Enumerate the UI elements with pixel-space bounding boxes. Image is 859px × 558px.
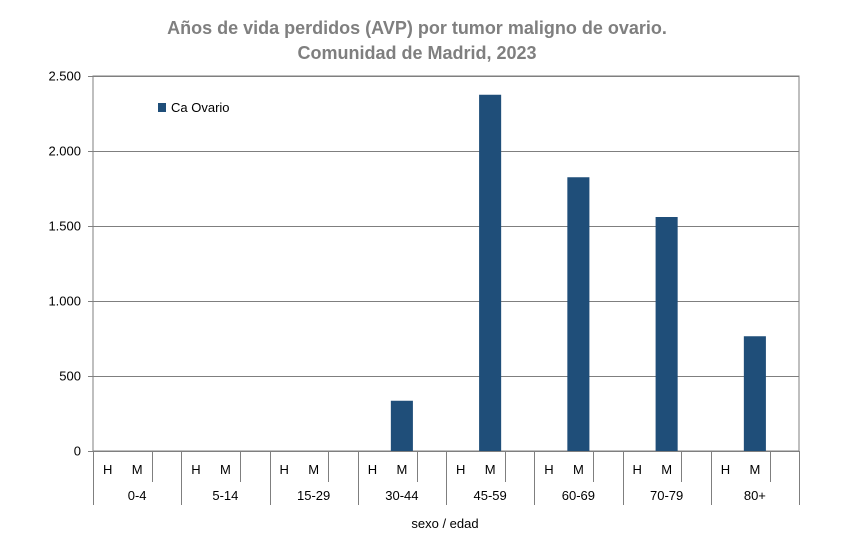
bar bbox=[743, 336, 766, 451]
x-group-label: 70-79 bbox=[650, 488, 683, 503]
x-subcategory-label: M bbox=[749, 462, 760, 477]
y-tick-label: 2.000 bbox=[48, 144, 81, 159]
x-subcategory-label: M bbox=[132, 462, 143, 477]
x-group-label: 45-59 bbox=[474, 488, 507, 503]
y-tick-label: 2.500 bbox=[48, 69, 81, 84]
bar bbox=[655, 217, 678, 451]
x-subcategory-label: H bbox=[721, 462, 730, 477]
x-group-label: 80+ bbox=[744, 488, 766, 503]
y-tick-label: 1.000 bbox=[48, 294, 81, 309]
x-group-label: 15-29 bbox=[297, 488, 330, 503]
plot-area bbox=[92, 75, 800, 452]
chart-title-line2: Comunidad de Madrid, 2023 bbox=[297, 43, 536, 63]
x-subcategory-label: M bbox=[396, 462, 407, 477]
legend-label: Ca Ovario bbox=[171, 100, 230, 115]
chart-title-line1: Años de vida perdidos (AVP) por tumor ma… bbox=[167, 18, 667, 38]
x-category-labels: H M 0-4 H M 5-14 H M 15-29 H M 30-44 H M 45-59 H M 60-69 H… bbox=[103, 462, 766, 503]
x-subcategory-label: H bbox=[544, 462, 553, 477]
x-subcategory-label: M bbox=[661, 462, 672, 477]
legend: Ca Ovario bbox=[158, 100, 230, 115]
grid-lines bbox=[92, 75, 800, 452]
axes: 0 500 1.000 1.500 2.000 2.500 bbox=[48, 69, 800, 505]
x-subcategory-label: H bbox=[633, 462, 642, 477]
x-group-label: 30-44 bbox=[385, 488, 418, 503]
bar bbox=[567, 177, 590, 451]
x-group-label: 0-4 bbox=[128, 488, 147, 503]
x-subcategory-label: H bbox=[191, 462, 200, 477]
x-subcategory-label: M bbox=[308, 462, 319, 477]
x-subcategory-label: H bbox=[456, 462, 465, 477]
x-group-label: 5-14 bbox=[212, 488, 238, 503]
x-subcategory-label: M bbox=[573, 462, 584, 477]
y-tick-label: 500 bbox=[59, 369, 81, 384]
x-subcategory-label: H bbox=[103, 462, 112, 477]
x-axis-label: sexo / edad bbox=[411, 516, 478, 531]
bar bbox=[479, 94, 502, 451]
y-tick-label: 1.500 bbox=[48, 219, 81, 234]
x-group-label: 60-69 bbox=[562, 488, 595, 503]
bars bbox=[390, 94, 766, 451]
bar bbox=[390, 400, 413, 451]
x-subcategory-label: M bbox=[220, 462, 231, 477]
x-subcategory-label: M bbox=[485, 462, 496, 477]
y-tick-label: 0 bbox=[74, 444, 81, 459]
legend-swatch bbox=[158, 103, 166, 112]
x-subcategory-label: H bbox=[368, 462, 377, 477]
x-subcategory-label: H bbox=[280, 462, 289, 477]
